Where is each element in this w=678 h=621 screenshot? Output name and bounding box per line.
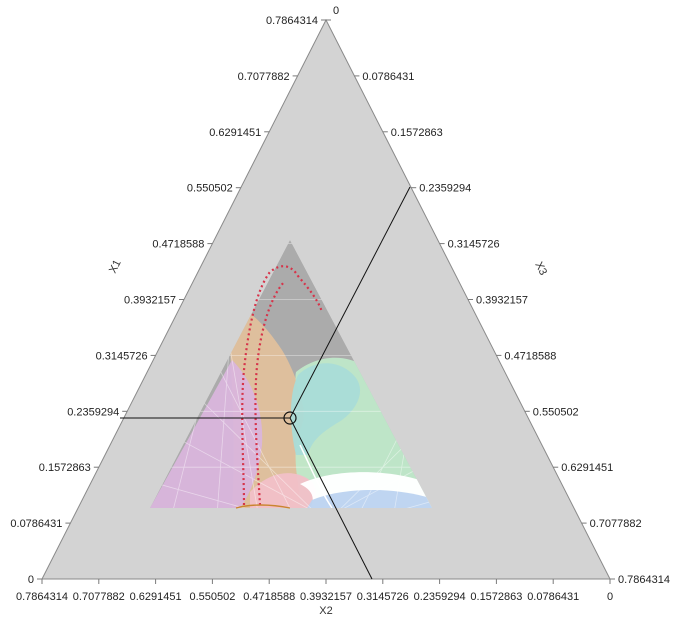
x1-tick-label: 0.0786431 [10,518,62,530]
x1-axis-title: X1 [107,258,124,275]
x1-tick-label: 0.2359294 [67,406,119,418]
x2-axis-title: X2 [319,605,332,617]
x3-tick-label: 0.550502 [533,406,579,418]
feasible-region [150,240,432,508]
contour-band-blue [300,490,432,508]
x3-tick-label: 0.6291451 [561,462,613,474]
x2-tick-label: 0.550502 [189,591,235,603]
x3-tick-label: 0.3932157 [476,295,528,307]
x3-axis-ticks: 0 0.0786431 0.1572863 0.2359294 0.3145726 0.3… [326,5,670,586]
x3-tick-label: 0.3145726 [448,239,500,251]
x2-tick-label: 0.1572863 [470,591,522,603]
x2-tick-label: 0.7864314 [16,591,68,603]
x3-tick-label: 0 [333,5,339,17]
contour-band-purple [150,360,263,508]
x3-tick-label: 0.4718588 [504,350,556,362]
x2-tick-label: 0.0786431 [527,591,579,603]
x2-tick-label: 0.3932157 [300,591,352,603]
grid-line [268,355,432,508]
contour-line-orange [235,504,291,509]
x2-tick-label: 0.6291451 [130,591,182,603]
x2-axis-ticks: 0.7864314 0.7077882 0.6291451 0.550502 0.471… [16,579,613,603]
x1-tick-label: 0.4718588 [152,239,204,251]
contour-line-white [299,444,333,508]
grid-line [150,466,432,508]
x1-tick-label: 0.7077882 [238,71,290,83]
x2-tick-label: 0.4718588 [243,591,295,603]
x3-tick-label: 0.7077882 [590,518,642,530]
x3-tick-label: 0.0786431 [362,71,414,83]
contour-line-red-dotted [241,265,324,506]
x3-tick-label: 0.1572863 [391,127,443,139]
contour-band-pink [250,473,316,508]
x2-tick-label: 0.7077882 [73,591,125,603]
x2-tick-label: 0.2359294 [414,591,466,603]
x1-tick-label: 0.7864314 [266,15,318,27]
x2-tick-label: 0 [607,591,613,603]
x1-tick-label: 0.550502 [187,183,233,195]
x3-tick-label: 0.7864314 [618,574,670,586]
crosshair-line-x2 [289,417,373,580]
x1-tick-label: 0.6291451 [209,127,261,139]
x2-tick-label: 0.3145726 [357,591,409,603]
x1-tick-label: 0.1572863 [39,462,91,474]
x1-tick-label: 0.3145726 [96,350,148,362]
x3-axis-title: X3 [532,260,549,277]
x1-axis-ticks: 0 0.0786431 0.1572863 0.2359294 0.3145726 0.3… [10,15,326,586]
contour-band-teal [291,363,361,455]
grid-line [212,410,432,508]
x3-tick-label: 0.2359294 [419,183,471,195]
x1-tick-label: 0 [28,574,34,586]
crosshair-line-x3 [289,186,411,419]
crosshair-handle[interactable] [283,411,297,425]
x1-tick-label: 0.3932157 [124,295,176,307]
